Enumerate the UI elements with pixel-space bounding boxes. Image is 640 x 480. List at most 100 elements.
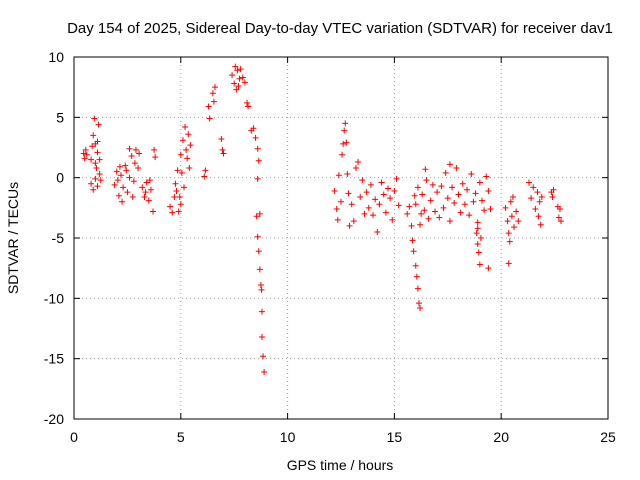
data-point — [466, 212, 473, 219]
data-point — [128, 152, 135, 159]
data-point — [415, 300, 422, 307]
data-point — [555, 214, 562, 221]
data-point — [341, 127, 348, 134]
data-point — [481, 207, 488, 214]
data-point — [94, 183, 101, 190]
data-point — [444, 195, 451, 202]
data-point — [410, 248, 417, 255]
data-point — [143, 179, 150, 186]
data-point — [461, 201, 468, 208]
data-point — [474, 219, 481, 226]
data-point — [209, 90, 216, 97]
data-point — [130, 178, 137, 185]
data-point — [119, 198, 126, 205]
y-tick-label: 10 — [48, 49, 64, 65]
data-point — [175, 208, 182, 215]
data-point — [236, 75, 243, 82]
data-point — [89, 143, 96, 150]
data-point — [508, 213, 515, 220]
data-point — [532, 206, 539, 213]
y-tick-label: -15 — [44, 351, 64, 367]
data-point — [244, 99, 251, 106]
data-point — [382, 209, 389, 216]
data-point — [129, 193, 136, 200]
data-point — [404, 210, 411, 217]
data-point — [451, 200, 458, 207]
data-point — [260, 353, 267, 360]
data-point — [367, 181, 374, 188]
data-point — [427, 197, 434, 204]
data-point — [474, 225, 481, 232]
data-point — [252, 134, 259, 141]
data-point — [485, 187, 492, 194]
data-point — [206, 115, 213, 122]
data-point — [528, 195, 535, 202]
data-point — [90, 186, 97, 193]
data-point — [538, 193, 545, 200]
data-point — [446, 218, 453, 225]
data-point — [472, 190, 479, 197]
data-point — [220, 150, 227, 157]
y-tick-label: -20 — [44, 411, 64, 427]
data-point — [177, 151, 184, 158]
data-point — [511, 224, 518, 231]
data-point — [470, 198, 477, 205]
data-point — [178, 169, 185, 176]
data-point — [418, 210, 425, 217]
x-tick-label: 25 — [600, 429, 616, 445]
data-point — [136, 150, 143, 157]
data-point — [83, 151, 90, 158]
data-point — [92, 160, 99, 167]
data-point — [229, 72, 236, 79]
data-point — [182, 123, 189, 130]
data-point — [431, 208, 438, 215]
data-point — [131, 160, 138, 167]
data-point — [505, 260, 512, 267]
data-point — [344, 171, 351, 178]
data-point — [94, 149, 101, 156]
data-point — [202, 167, 209, 174]
data-point — [219, 146, 226, 153]
data-point — [147, 186, 154, 193]
data-point — [183, 146, 190, 153]
data-point — [254, 233, 261, 240]
grid — [74, 57, 608, 419]
data-point — [241, 79, 248, 86]
data-point — [333, 206, 340, 213]
x-tick-label: 15 — [387, 429, 403, 445]
data-point — [96, 156, 103, 163]
data-point — [126, 145, 133, 152]
data-point — [513, 208, 520, 215]
data-point — [417, 304, 424, 311]
data-point — [549, 193, 556, 200]
data-point — [96, 171, 103, 178]
data-point — [414, 285, 421, 292]
data-point — [80, 150, 87, 157]
data-point — [372, 196, 379, 203]
data-point — [389, 216, 396, 223]
data-point — [120, 184, 127, 191]
data-point — [384, 185, 391, 192]
data-point — [258, 308, 265, 315]
y-tick-label: -10 — [44, 290, 64, 306]
data-point — [172, 180, 179, 187]
data-point — [352, 165, 359, 172]
data-point — [339, 151, 346, 158]
data-point — [502, 204, 509, 211]
data-point — [92, 175, 99, 182]
data-point — [139, 184, 146, 191]
data-point — [177, 201, 184, 208]
data-point — [167, 203, 174, 210]
data-point — [116, 163, 123, 170]
data-point — [205, 103, 212, 110]
data-point — [184, 155, 191, 162]
data-point — [331, 187, 338, 194]
data-point — [94, 138, 101, 145]
data-point — [145, 197, 152, 204]
data-point — [335, 172, 342, 179]
data-point — [169, 209, 176, 216]
y-axis-label: SDTVAR / TECUs — [5, 182, 21, 294]
data-point — [419, 191, 426, 198]
data-point — [146, 177, 153, 184]
